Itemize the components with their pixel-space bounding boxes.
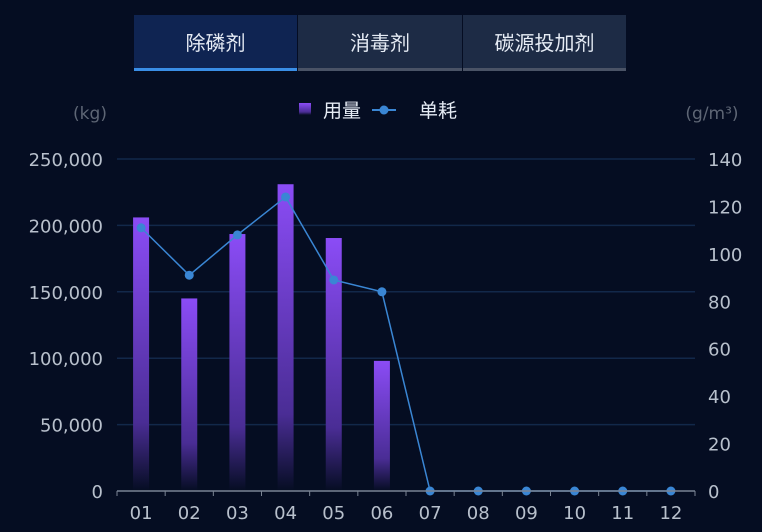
x-tick-label: 02 (178, 503, 201, 524)
right-tick-label: 140 (708, 150, 742, 171)
x-tick-label: 05 (322, 503, 345, 524)
x-tick-label: 09 (515, 503, 538, 524)
x-tick-label: 06 (370, 503, 393, 524)
bar-02 (181, 298, 198, 491)
right-tick-label: 120 (708, 197, 742, 218)
line-point-04 (281, 192, 291, 202)
tab-carbon-source[interactable]: 碳源投加剂 (463, 15, 626, 71)
legend-unit-consumption: 单耗 (419, 100, 457, 122)
left-axis-label: (kg) (73, 104, 107, 124)
bar-05 (325, 238, 342, 491)
right-tick-label: 60 (708, 340, 731, 361)
left-tick-label: 50,000 (40, 416, 103, 437)
line-point-02 (184, 270, 194, 280)
x-tick-label: 10 (563, 503, 586, 524)
x-tick-label: 11 (611, 503, 634, 524)
right-axis-label: (g/m³) (685, 104, 738, 124)
x-tick-label: 12 (659, 503, 682, 524)
right-tick-label: 0 (708, 482, 719, 503)
x-tick-label: 04 (274, 503, 297, 524)
right-tick-label: 100 (708, 245, 742, 266)
right-tick-label: 20 (708, 435, 731, 456)
x-tick-label: 01 (130, 503, 153, 524)
tab-bar: 除磷剂 消毒剂 碳源投加剂 (134, 15, 627, 71)
unit-consumption-line (140, 195, 671, 492)
line-point-01 (136, 223, 146, 233)
line-point-03 (232, 230, 242, 240)
tab-disinfectant[interactable]: 消毒剂 (298, 15, 462, 71)
left-tick-label: 250,000 (29, 150, 103, 171)
right-tick-label: 40 (708, 387, 731, 408)
bar-04 (277, 184, 294, 491)
legend-usage: 用量 (323, 100, 361, 122)
legend: 用量 单耗 (299, 100, 457, 122)
line-point-06 (377, 287, 387, 297)
left-tick-label: 100,000 (29, 349, 103, 370)
left-tick-label: 200,000 (29, 216, 103, 237)
bar-06 (373, 360, 390, 491)
left-tick-label: 0 (92, 482, 103, 503)
tab-phosphorus-remover[interactable]: 除磷剂 (134, 15, 297, 71)
bar-01 (133, 217, 150, 491)
right-tick-label: 80 (708, 292, 731, 313)
left-tick-label: 150,000 (29, 283, 103, 304)
x-tick-label: 07 (419, 503, 442, 524)
line-point-05 (329, 275, 339, 285)
legend-line-swatch (379, 105, 389, 115)
bar-03 (229, 234, 246, 492)
legend-bar-swatch (299, 103, 311, 115)
x-tick-label: 08 (467, 503, 490, 524)
x-tick-label: 03 (226, 503, 249, 524)
